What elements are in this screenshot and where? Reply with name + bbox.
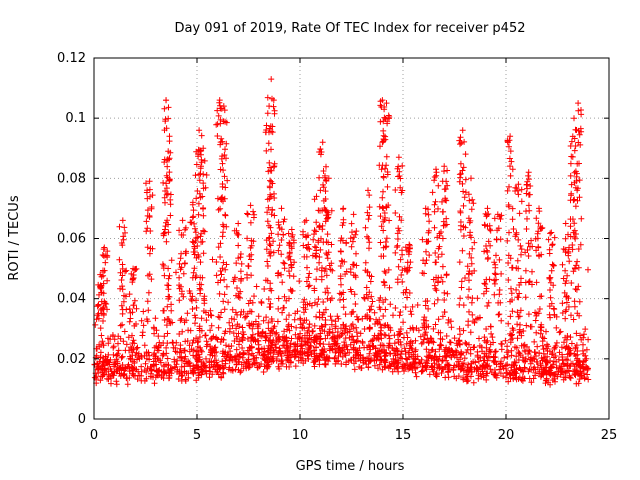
roti-points xyxy=(91,76,592,388)
x-tick-label: 15 xyxy=(395,428,412,443)
chart-title: Day 091 of 2019, Rate Of TEC Index for r… xyxy=(175,21,526,36)
data-points xyxy=(91,76,592,388)
x-tick-label: 5 xyxy=(193,428,201,443)
x-tick-label: 20 xyxy=(498,428,515,443)
x-tick-label: 25 xyxy=(601,428,618,443)
x-axis-label: GPS time / hours xyxy=(296,459,405,474)
y-tick-label: 0.12 xyxy=(57,51,86,66)
y-tick-label: 0.1 xyxy=(65,111,86,126)
y-tick-label: 0.02 xyxy=(57,352,86,367)
y-tick-label: 0.08 xyxy=(57,171,86,186)
y-tick-label: 0.04 xyxy=(57,292,86,307)
y-tick-label: 0.06 xyxy=(57,232,86,247)
y-tick-label: 0 xyxy=(78,412,86,427)
x-tick-label: 10 xyxy=(292,428,309,443)
x-tick-label: 0 xyxy=(90,428,98,443)
y-axis-label: ROTI / TECUs xyxy=(7,195,22,280)
axis-ticks: 0 5 10 15 20 25 0 0.02 0.04 0.06 0.08 0.1 0.12 xyxy=(57,51,617,443)
